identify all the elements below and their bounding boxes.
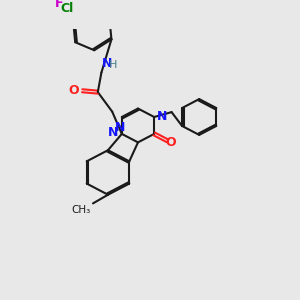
- Text: H: H: [109, 60, 117, 70]
- Text: N: N: [157, 110, 168, 124]
- Text: Cl: Cl: [60, 2, 73, 15]
- Text: O: O: [69, 84, 79, 97]
- Text: F: F: [55, 0, 64, 10]
- Text: N: N: [115, 121, 125, 134]
- Text: N: N: [102, 57, 113, 70]
- Text: CH₃: CH₃: [71, 205, 91, 215]
- Text: O: O: [166, 136, 176, 149]
- Text: N: N: [108, 126, 118, 139]
